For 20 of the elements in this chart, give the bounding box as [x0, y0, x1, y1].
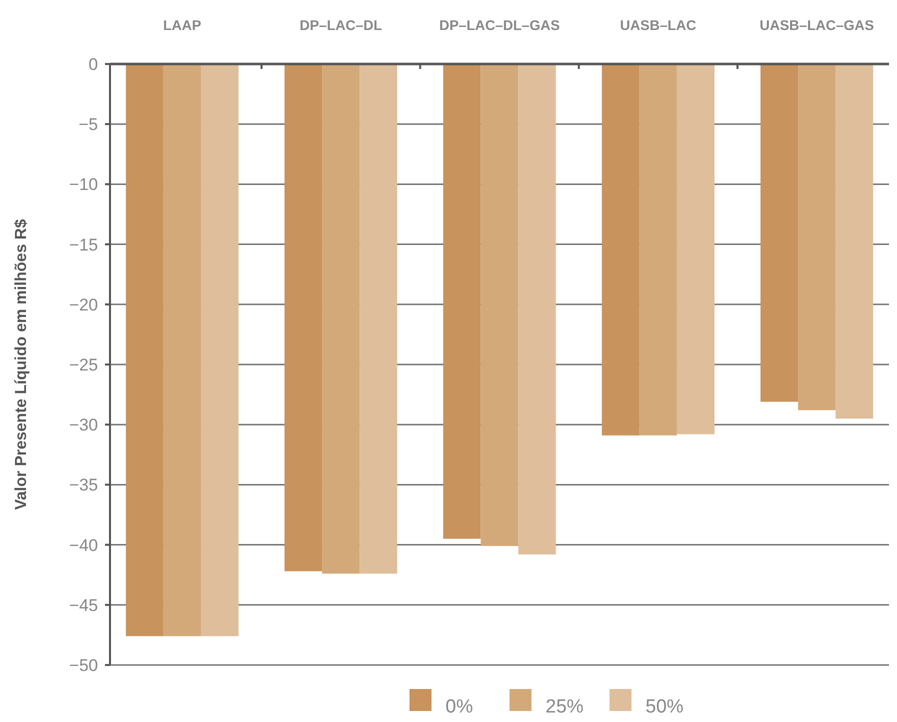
- y-axis-title: Valor Presente Líquido em milhões R$: [13, 219, 30, 510]
- y-tick-label: −45: [69, 596, 98, 615]
- y-tick-label: −10: [69, 175, 98, 194]
- x-tick-label: DP–LAC–DL: [300, 17, 383, 33]
- y-tick-label: −15: [69, 235, 98, 254]
- y-tick-label: −50: [69, 656, 98, 675]
- legend-label: 25%: [546, 696, 584, 718]
- legend-label: 50%: [646, 696, 684, 718]
- y-tick-label: 0: [88, 54, 98, 74]
- y-tick-label: −30: [69, 416, 98, 435]
- y-tick-label: −35: [69, 476, 98, 495]
- x-tick-label: LAAP: [163, 17, 202, 33]
- legend-label: 0%: [446, 696, 474, 718]
- y-tick-label: −25: [69, 355, 98, 374]
- x-tick-label: DP–LAC–DL–GAS: [439, 17, 560, 33]
- x-tick-label: UASB–LAC: [620, 17, 696, 33]
- y-tick-label: −20: [69, 295, 98, 314]
- y-tick-label: −5: [78, 115, 98, 134]
- y-tick-label: −40: [69, 536, 98, 555]
- x-tick-label: UASB–LAC–GAS: [760, 17, 874, 33]
